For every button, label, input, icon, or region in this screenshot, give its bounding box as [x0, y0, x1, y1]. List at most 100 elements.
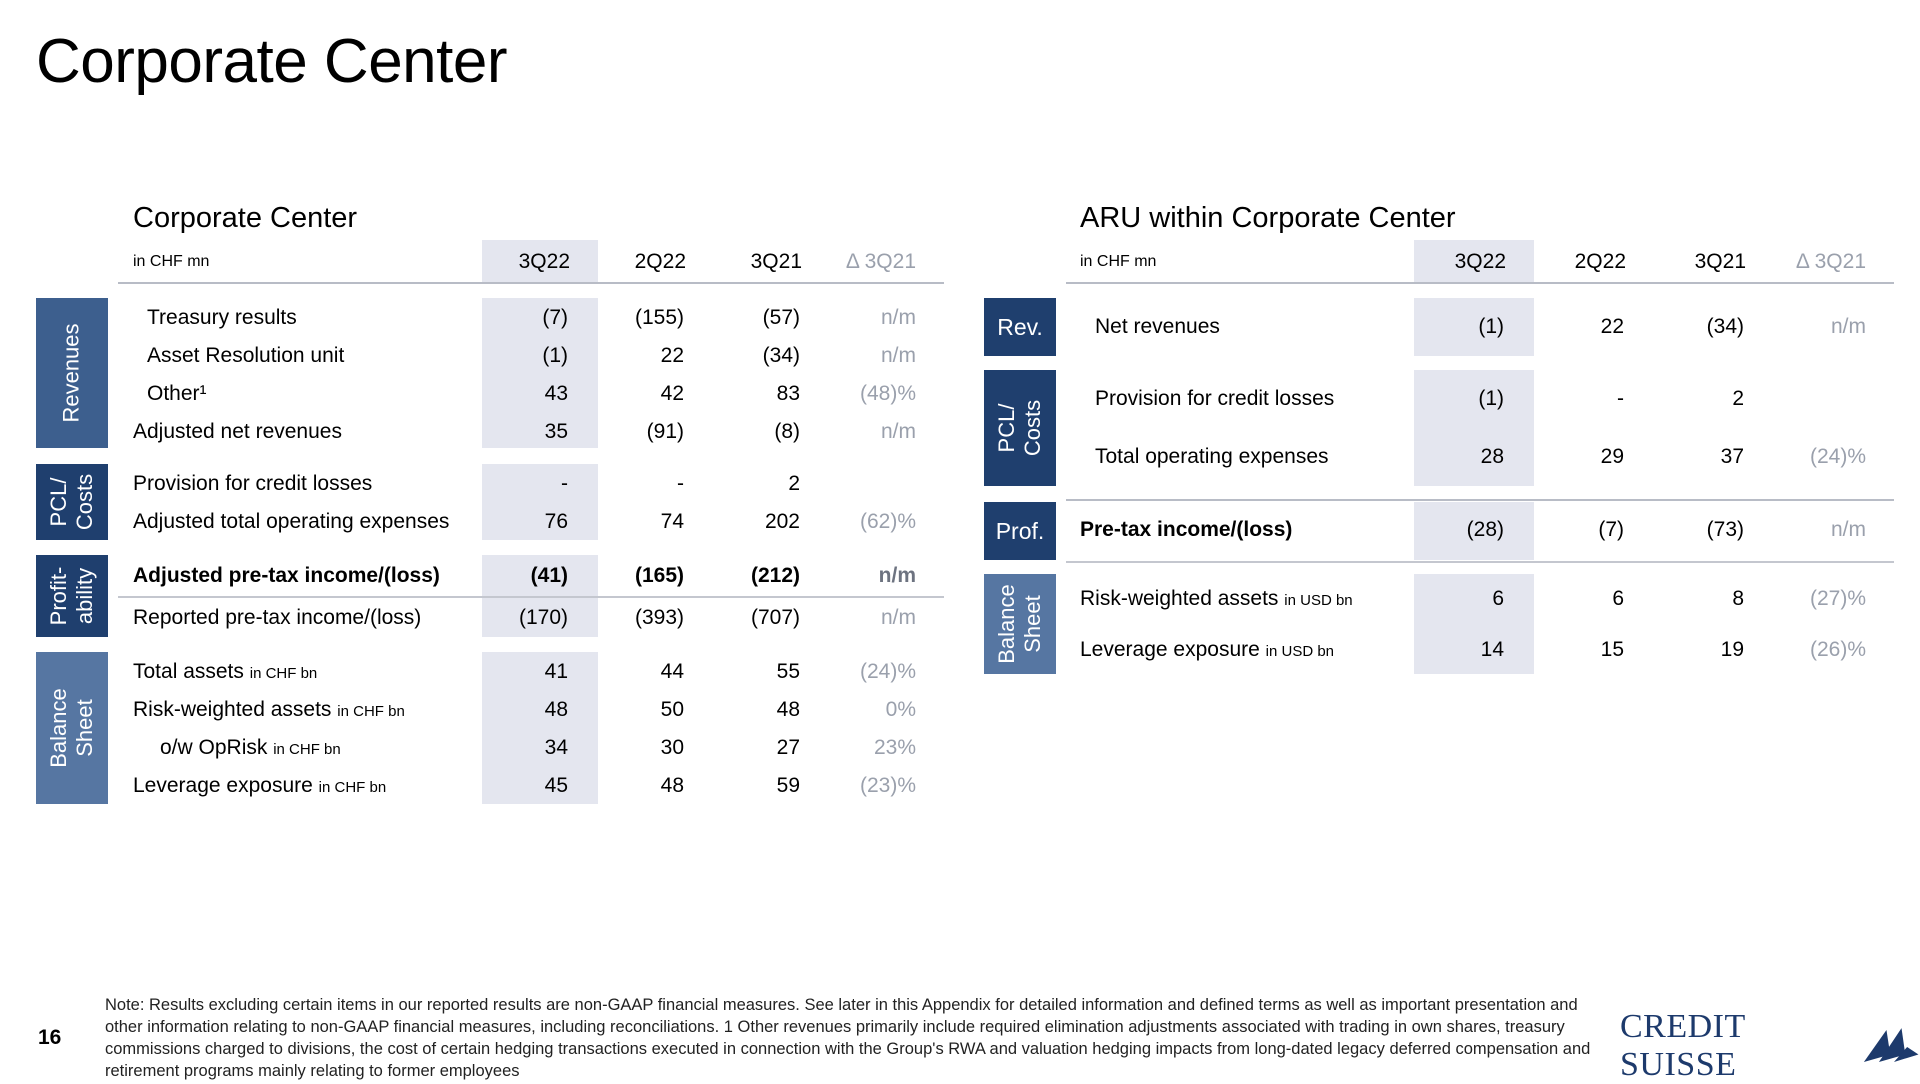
left-highlight-header	[482, 240, 598, 282]
cell-delta: n/m	[1830, 315, 1866, 338]
cell-3q21: (707)	[750, 606, 800, 629]
cell-delta: (23)%	[859, 774, 916, 797]
tab-prof: Prof.	[984, 502, 1056, 560]
cell-2q22: (393)	[634, 606, 684, 629]
cell-2q22: -	[1617, 387, 1624, 410]
right-highlight-prof	[1414, 502, 1534, 560]
logo-text: CREDIT SUISSE	[1620, 1008, 1746, 1083]
cell-3q22: (7)	[542, 306, 568, 329]
cell-delta: (48)%	[859, 382, 916, 405]
row-label: Risk-weighted assets in CHF bn	[133, 698, 405, 721]
cell-3q21: 48	[776, 698, 800, 721]
row-label: Leverage exposure in CHF bn	[133, 774, 387, 797]
row-label: Other¹	[147, 382, 207, 405]
cell-2q22: 15	[1600, 638, 1624, 661]
cell-3q21: 19	[1720, 638, 1744, 661]
row-label: Pre-tax income/(loss)	[1080, 518, 1293, 541]
cell-3q22: 34	[544, 736, 568, 759]
cell-3q22: 43	[544, 382, 568, 405]
cell-3q22: (1)	[542, 344, 568, 367]
cell-3q22: 41	[544, 660, 568, 683]
row-label: Leverage exposure in USD bn	[1080, 638, 1335, 661]
left-highlight-balance	[482, 652, 598, 804]
cell-delta: n/m	[878, 564, 916, 587]
cell-3q21: 2	[788, 472, 800, 495]
credit-suisse-logo: CREDIT SUISSE	[1620, 1008, 1920, 1084]
cell-2q22: (7)	[1598, 518, 1624, 541]
row-label: Risk-weighted assets in USD bn	[1080, 587, 1353, 610]
cell-2q22: -	[677, 472, 684, 495]
cell-3q21: 202	[764, 510, 800, 533]
right-balance-divider	[1066, 561, 1894, 563]
cell-delta: (24)%	[1809, 445, 1866, 468]
row-label: Treasury results	[147, 306, 297, 329]
cell-2q22: 42	[660, 382, 684, 405]
cell-3q22: (170)	[518, 606, 568, 629]
left-profit-divider	[118, 596, 944, 598]
row-label: Provision for credit losses	[133, 472, 373, 495]
cell-3q21: 83	[776, 382, 800, 405]
cell-3q22: 48	[544, 698, 568, 721]
cell-3q21: (8)	[774, 420, 800, 443]
cell-delta: 0%	[885, 698, 916, 721]
row-label: Net revenues	[1095, 315, 1220, 338]
cell-3q22: 45	[544, 774, 568, 797]
tab-revenues: Revenues	[36, 298, 108, 448]
cell-3q22: (1)	[1478, 387, 1504, 410]
cell-2q22: 30	[660, 736, 684, 759]
cell-delta: n/m	[1830, 518, 1866, 541]
right-pretax-divider	[1066, 499, 1894, 501]
cell-3q22: 76	[544, 510, 568, 533]
cell-2q22: 74	[660, 510, 684, 533]
cell-2q22: 48	[660, 774, 684, 797]
left-highlight-pcl	[482, 464, 598, 540]
row-label: Adjusted total operating expenses	[133, 510, 450, 533]
row-label: Adjusted pre-tax income/(loss)	[133, 564, 440, 587]
left-header-divider	[118, 282, 944, 284]
cell-3q22: (28)	[1466, 518, 1504, 541]
cell-2q22: 22	[1600, 315, 1624, 338]
cell-2q22: (91)	[646, 420, 684, 443]
page-title: Corporate Center	[36, 27, 508, 96]
left-col-2q22: 2Q22	[634, 250, 686, 273]
row-label: Total operating expenses	[1095, 445, 1329, 468]
row-label: Provision for credit losses	[1095, 387, 1335, 410]
tab-profitability: Profit- ability	[36, 555, 108, 637]
cell-3q21: (212)	[750, 564, 800, 587]
right-header-divider	[1066, 282, 1894, 284]
tab-rev: Rev.	[984, 298, 1056, 356]
cell-3q22: (1)	[1478, 315, 1504, 338]
left-col-3q21: 3Q21	[750, 250, 802, 273]
right-highlight-header	[1414, 240, 1534, 282]
cell-delta: n/m	[880, 344, 916, 367]
tab-pcl-costs: PCL/ Costs	[36, 464, 108, 540]
cell-3q21: 2	[1732, 387, 1744, 410]
cell-2q22: (165)	[634, 564, 684, 587]
cell-3q22: 28	[1480, 445, 1504, 468]
cell-delta: (24)%	[859, 660, 916, 683]
right-unit-label: in CHF mn	[1080, 253, 1157, 270]
cell-3q21: 37	[1720, 445, 1744, 468]
cell-delta: (62)%	[859, 510, 916, 533]
left-col-3q22: 3Q22	[518, 250, 570, 273]
cell-delta: n/m	[880, 306, 916, 329]
footnote: Note: Results excluding certain items in…	[105, 996, 1591, 1080]
left-col-delta: Δ 3Q21	[845, 250, 916, 273]
cell-delta: (26)%	[1809, 638, 1866, 661]
cell-3q21: (34)	[762, 344, 800, 367]
cell-2q22: 22	[660, 344, 684, 367]
cell-3q21: 55	[776, 660, 800, 683]
row-label: Reported pre-tax income/(loss)	[133, 606, 422, 629]
cell-3q21: (73)	[1706, 518, 1744, 541]
cell-3q22: 14	[1480, 638, 1504, 661]
left-unit-label: in CHF mn	[133, 253, 210, 270]
cell-3q22: (41)	[530, 564, 568, 587]
cell-3q22: 6	[1492, 587, 1504, 610]
sails-icon	[1863, 1028, 1919, 1062]
right-col-delta: Δ 3Q21	[1795, 250, 1866, 273]
cell-3q22: -	[561, 472, 568, 495]
right-table-title: ARU within Corporate Center	[1080, 202, 1456, 234]
right-col-3q21: 3Q21	[1694, 250, 1746, 273]
row-label: Total assets in CHF bn	[133, 660, 318, 683]
page-number: 16	[38, 1026, 62, 1049]
